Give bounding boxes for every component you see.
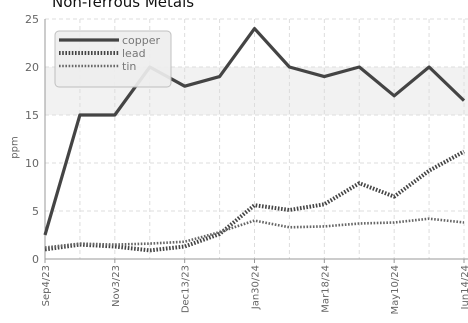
series-line-lead [44,149,465,253]
y-tick-label: 10 [25,157,39,170]
x-tick-label: May10/24 [390,265,401,315]
legend-label-copper: copper [122,34,161,47]
chart-title: Non-ferrous Metals [52,0,195,11]
x-tick-label: Dec13/23 [181,265,192,313]
series-line-tin [44,217,465,249]
y-tick-label: 5 [32,205,39,218]
x-tick-label: Jun14/24 [460,265,468,310]
y-tick-label: 0 [32,253,39,266]
y-tick-label: 15 [25,109,39,122]
x-tick-label: Nov3/23 [111,265,122,307]
y-tick-label: 25 [25,13,39,26]
x-tick-label: Sep4/23 [41,265,52,306]
legend-label-tin: tin [122,60,136,73]
legend-label-lead: lead [122,47,146,60]
legend-box [54,30,172,88]
y-tick-label: 20 [25,61,39,74]
x-tick-label: Mar18/24 [320,265,331,313]
series-line-copper [43,27,466,236]
x-tick-label: Jan30/24 [251,265,262,310]
